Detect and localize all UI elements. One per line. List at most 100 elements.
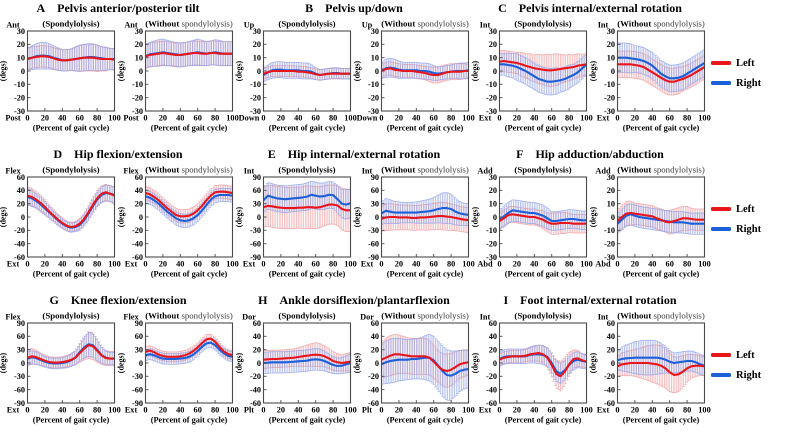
y-tick-label: -60 bbox=[250, 240, 261, 249]
panel-d: D Hip flexion/extension 60 40 20 0 -20 -40 -60 0 2… bbox=[0, 146, 239, 292]
y-tick-label: 40 bbox=[253, 332, 261, 341]
x-tick-label: 100 bbox=[344, 260, 356, 269]
x-tick-label: 0 bbox=[379, 260, 383, 269]
x-axis-label: (Percent of gait cycle) bbox=[387, 270, 464, 279]
y-tick-label: -20 bbox=[486, 240, 497, 249]
x-tick-label: 80 bbox=[447, 260, 455, 269]
x-tick-label: 20 bbox=[395, 260, 403, 269]
y-direction-bottom-label: Ext bbox=[479, 114, 492, 123]
y-tick-label: 30 bbox=[253, 200, 261, 209]
x-axis-label: (Percent of gait cycle) bbox=[623, 124, 700, 133]
y-tick-label: -20 bbox=[368, 94, 379, 103]
x-tick-label: 80 bbox=[447, 406, 455, 415]
panel-i: I Foot internal/external rotation 60 40 20 0-… bbox=[471, 292, 711, 438]
x-tick-label: 80 bbox=[683, 260, 691, 269]
x-tick-label: 0 bbox=[25, 406, 29, 415]
y-tick-label: -10 bbox=[486, 226, 497, 235]
y-tick-label: -30 bbox=[604, 107, 615, 116]
panel-title-text: Hip flexion/extension bbox=[74, 147, 183, 161]
subplot-title: (Without spondylolysis) bbox=[381, 311, 469, 321]
x-tick-label: 80 bbox=[93, 406, 101, 415]
x-tick-label: 80 bbox=[93, 114, 101, 123]
y-direction-bottom-label: Abd bbox=[595, 260, 611, 269]
y-tick-label: -10 bbox=[250, 80, 261, 89]
y-tick-label: -30 bbox=[604, 253, 615, 262]
y-direction-top-label: Add bbox=[477, 167, 493, 176]
x-tick-label: 60 bbox=[666, 260, 674, 269]
y-axis-label: (degs) bbox=[353, 352, 362, 373]
x-tick-label: 80 bbox=[211, 114, 219, 123]
y-axis-label: (degs) bbox=[117, 60, 126, 81]
y-direction-top-label: Int bbox=[598, 313, 609, 322]
subplot-h-spondylolysis: 60 40 20 0 -20 -40 -60 0 20 40 60 80 100 Dor Plt (degs)… bbox=[235, 309, 357, 438]
subplot-title: (Without spondylolysis) bbox=[617, 311, 705, 321]
y-tick-label: 40 bbox=[17, 186, 25, 195]
x-tick-label: 80 bbox=[683, 114, 691, 123]
x-tick-label: 20 bbox=[159, 260, 167, 269]
y-tick-label: -20 bbox=[250, 94, 261, 103]
subplot-i-spondylolysis: 60 40 20 0 -20 -40 -60 0 20 40 60 80 100 Int Ext (degs)… bbox=[471, 309, 593, 438]
legend-swatch-right-line bbox=[711, 373, 731, 377]
x-tick-label: 40 bbox=[58, 406, 66, 415]
panel-g: G Knee flexion/extension 90 60 30 0 -30 -60 -90 0… bbox=[0, 292, 239, 438]
panel-letter: H bbox=[258, 293, 268, 307]
subplot-f-spondylolysis: 30 20 10 0 -10 -20 -30 0 20 40 60 80 100 Add Abd (degs)… bbox=[471, 163, 593, 292]
x-tick-label: 40 bbox=[648, 260, 656, 269]
subplots-g: 90 60 30 0 -30 -60 -90 0 20 40 60 80 100 Flex Ext (degs… bbox=[0, 309, 239, 438]
y-axis-label: (degs) bbox=[471, 206, 480, 227]
subplot-title: (Spondylolysis) bbox=[514, 165, 571, 175]
x-tick-label: 40 bbox=[530, 406, 538, 415]
y-direction-top-label: Ant bbox=[124, 21, 138, 30]
y-direction-bottom-label: Ext bbox=[479, 406, 492, 415]
y-tick-label: -90 bbox=[14, 399, 25, 408]
y-tick-label: 30 bbox=[135, 346, 143, 355]
y-tick-label: 40 bbox=[489, 332, 497, 341]
y-axis-label: (degs) bbox=[117, 206, 126, 227]
y-tick-label: 20 bbox=[489, 186, 497, 195]
y-tick-label: 60 bbox=[489, 319, 497, 328]
x-axis-label: (Percent of gait cycle) bbox=[269, 270, 346, 279]
subplot-title: (Spondylolysis) bbox=[42, 165, 99, 175]
y-tick-label: 0 bbox=[21, 67, 25, 76]
panel-letter: F bbox=[516, 147, 524, 161]
x-tick-label: 40 bbox=[412, 406, 420, 415]
x-tick-label: 100 bbox=[108, 260, 120, 269]
subplot-title: (Spondylolysis) bbox=[278, 165, 335, 175]
panel-c: C Pelvis internal/external rotation 30 20 10… bbox=[471, 0, 711, 146]
y-axis-label: (degs) bbox=[0, 352, 8, 373]
x-tick-label: 100 bbox=[580, 260, 592, 269]
y-tick-label: 10 bbox=[253, 54, 261, 63]
legend-entry-right: Right bbox=[711, 370, 787, 381]
y-tick-label: 0 bbox=[257, 359, 261, 368]
y-axis-label: (degs) bbox=[589, 60, 598, 81]
x-tick-label: 20 bbox=[631, 260, 639, 269]
x-tick-label: 60 bbox=[194, 406, 202, 415]
y-tick-label: 20 bbox=[135, 40, 143, 49]
y-axis-label: (degs) bbox=[117, 352, 126, 373]
y-direction-bottom-label: Ext bbox=[361, 260, 374, 269]
y-direction-bottom-label: Ext bbox=[597, 114, 610, 123]
x-tick-label: 0 bbox=[143, 114, 147, 123]
y-axis-label: (degs) bbox=[353, 206, 362, 227]
legend-entry-right: Right bbox=[711, 224, 787, 235]
subplot-title: (Spondylolysis) bbox=[278, 311, 335, 321]
y-tick-label: -40 bbox=[486, 386, 497, 395]
y-direction-top-label: Flex bbox=[123, 313, 139, 322]
y-tick-label: 30 bbox=[607, 173, 615, 182]
y-tick-label: -30 bbox=[368, 107, 379, 116]
x-axis-label: (Percent of gait cycle) bbox=[623, 270, 700, 279]
y-direction-bottom-label: Post bbox=[123, 114, 138, 123]
y-tick-label: 60 bbox=[253, 186, 261, 195]
x-tick-label: 20 bbox=[277, 406, 285, 415]
subplot-e-spondylolysis: 90 60 30 0 -30 -60 -90 0 20 40 60 80 100 Int Ext (degs)… bbox=[235, 163, 357, 292]
subplot-d-spondylolysis: 60 40 20 0 -20 -40 -60 0 20 40 60 80 100 Flex Ext (degs… bbox=[0, 163, 121, 292]
panel-title-h: H Ankle dorsiflexion/plantarflexion bbox=[236, 292, 472, 309]
panel-title-text: Pelvis anterior/posterior tilt bbox=[57, 1, 200, 15]
y-direction-bottom-label: Abd bbox=[477, 260, 493, 269]
subplot-b-without-spondylolysis: 30 20 10 0 -10 -20 -30 0 20 40 60 80 100 Up Down (degs)… bbox=[353, 17, 475, 146]
x-tick-label: 0 bbox=[615, 260, 619, 269]
y-direction-bottom-label: Ext bbox=[125, 406, 138, 415]
x-tick-label: 100 bbox=[580, 114, 592, 123]
